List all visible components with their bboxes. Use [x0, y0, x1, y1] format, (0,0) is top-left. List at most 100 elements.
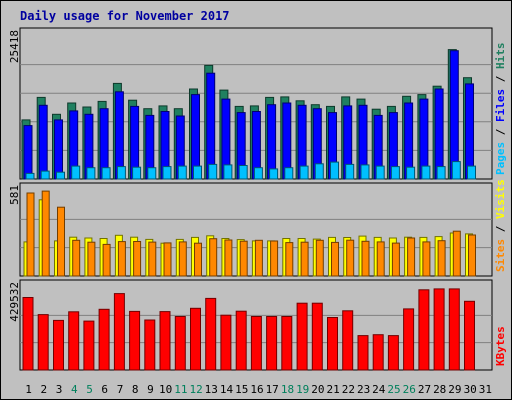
bar-pages-day-30 [467, 165, 476, 180]
bar-files-day-17 [267, 104, 277, 180]
bar-files-day-7 [114, 91, 124, 180]
bar-kbytes-day-27 [418, 289, 430, 371]
bar-pages-day-16 [253, 167, 263, 180]
x-tick-label: 8 [132, 383, 139, 396]
bar-kbytes-day-18 [281, 316, 293, 371]
bar-sites-day-21 [331, 241, 339, 277]
chart-title: Daily usage for November 2017 [20, 9, 230, 23]
bar-pages-day-8 [132, 166, 142, 180]
bar-sites-day-10 [163, 242, 172, 277]
bar-kbytes-day-9 [144, 319, 156, 371]
bar-sites-day-9 [148, 241, 157, 277]
bar-sites-day-3 [57, 206, 65, 277]
bar-sites-day-12 [194, 242, 202, 277]
bar-kbytes-day-11 [174, 316, 186, 371]
bar-kbytes-day-7 [113, 293, 125, 371]
bar-pages-day-22 [345, 163, 355, 180]
bar-pages-day-24 [375, 165, 385, 180]
legend-files: Files [494, 89, 507, 122]
bar-sites-day-25 [391, 242, 400, 277]
bar-pages-day-6 [101, 167, 111, 180]
bar-sites-day-27 [422, 241, 431, 277]
bar-sites-day-26 [407, 237, 416, 277]
x-tick-label: 9 [147, 383, 154, 396]
bar-sites-day-6 [102, 243, 111, 277]
bar-kbytes-day-8 [129, 310, 141, 371]
bar-kbytes-day-26 [403, 308, 415, 371]
bar-sites-day-15 [239, 240, 248, 277]
bar-sites-day-22 [346, 239, 355, 277]
bar-sites-day-5 [87, 241, 96, 277]
bar-pages-day-14 [223, 164, 233, 180]
bar-kbytes-day-6 [98, 308, 110, 371]
bar-pages-day-27 [421, 165, 431, 180]
legend-pages: Pages [494, 142, 507, 175]
bar-pages-day-5 [86, 167, 96, 180]
bar-kbytes-day-29 [448, 288, 460, 371]
bar-pages-day-21 [330, 161, 339, 180]
bar-sites-day-7 [117, 241, 126, 277]
bar-kbytes-day-17 [266, 316, 278, 371]
x-tick-label: 1 [25, 383, 32, 396]
bar-kbytes-day-30 [464, 300, 475, 371]
bar-files-day-28 [434, 88, 444, 180]
bar-kbytes-day-12 [190, 307, 201, 371]
bar-sites-day-24 [376, 241, 385, 277]
bar-kbytes-day-14 [220, 314, 232, 371]
x-tick-label: 16 [250, 383, 263, 396]
bar-pages-day-29 [451, 161, 461, 180]
x-tick-label: 4 [71, 383, 78, 396]
bar-kbytes-day-1 [22, 297, 34, 371]
legend-hits: Hits [494, 43, 507, 70]
x-tick-label: 18 [281, 383, 294, 396]
x-tick-label: 5 [86, 383, 93, 396]
bar-sites-day-4 [72, 239, 81, 277]
bar-pages-day-23 [360, 164, 370, 180]
x-tick-label: 26 [403, 383, 416, 396]
x-tick-label: 2 [40, 383, 47, 396]
bar-sites-day-14 [224, 239, 233, 277]
bar-kbytes-day-5 [83, 320, 95, 371]
legend-bottom: KBytes [494, 326, 507, 366]
bar-files-day-3 [54, 119, 63, 180]
x-tick-label: 13 [205, 383, 218, 396]
x-tick-label: 27 [418, 383, 431, 396]
legend-top: Pages / Files / Hits [494, 43, 507, 176]
bar-kbytes-day-21 [327, 317, 338, 371]
bar-pages-day-9 [147, 167, 157, 180]
bar-sites-day-13 [209, 238, 218, 277]
bar-sites-day-16 [254, 239, 263, 277]
bar-sites-day-1 [26, 192, 35, 277]
x-tick-label: 31 [479, 383, 492, 396]
bar-kbytes-day-25 [387, 335, 399, 371]
bar-pages-day-10 [162, 166, 172, 180]
bar-sites-day-29 [452, 230, 461, 277]
bar-files-day-13 [206, 72, 216, 180]
x-tick-label: 6 [101, 383, 108, 396]
bar-sites-day-17 [270, 240, 279, 277]
bar-kbytes-day-16 [250, 316, 262, 371]
x-tick-label: 15 [235, 383, 248, 396]
bar-kbytes-day-13 [205, 297, 217, 371]
x-tick-label: 12 [189, 383, 202, 396]
bar-kbytes-day-15 [235, 310, 247, 371]
x-tick-label: 25 [387, 383, 400, 396]
legend-kbytes: KBytes [494, 326, 507, 366]
bar-kbytes-day-19 [296, 302, 308, 371]
bar-kbytes-day-28 [433, 288, 445, 371]
y-max-label: 429532 [8, 282, 21, 322]
legend-separator: / [494, 219, 507, 239]
bar-pages-day-12 [193, 165, 202, 180]
bar-kbytes-day-4 [68, 311, 80, 371]
x-tick-label: 14 [220, 383, 234, 396]
bar-pages-day-20 [314, 163, 324, 180]
bar-pages-day-1 [25, 172, 35, 180]
x-tick-label: 30 [464, 383, 477, 396]
bar-files-day-1 [23, 125, 33, 180]
bar-kbytes-day-24 [372, 334, 384, 371]
bar-kbytes-day-2 [37, 314, 49, 371]
bar-sites-day-8 [133, 241, 142, 277]
bar-pages-day-17 [269, 168, 279, 180]
bar-files-day-30 [465, 83, 474, 180]
